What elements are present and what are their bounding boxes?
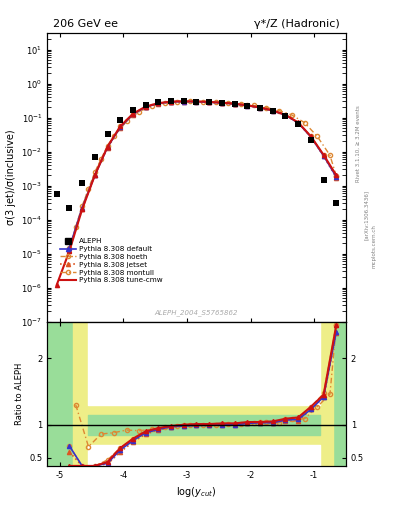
- Point: [206, 98, 212, 106]
- Point: [308, 136, 314, 144]
- Point: [92, 153, 98, 161]
- Text: γ*/Z (Hadronic): γ*/Z (Hadronic): [254, 19, 340, 29]
- Point: [181, 97, 187, 105]
- Point: [244, 102, 250, 110]
- Point: [295, 120, 301, 128]
- Point: [155, 98, 162, 106]
- Text: 206 GeV ee: 206 GeV ee: [53, 19, 118, 29]
- Point: [143, 101, 149, 109]
- Point: [130, 106, 136, 114]
- Point: [320, 176, 327, 184]
- Y-axis label: σ(3 jet)/σ(inclusive): σ(3 jet)/σ(inclusive): [6, 130, 16, 225]
- Text: [arXiv:1306.3436]: [arXiv:1306.3436]: [364, 190, 369, 240]
- Point: [117, 116, 123, 124]
- Point: [193, 97, 200, 105]
- Point: [79, 179, 85, 187]
- Point: [231, 100, 238, 108]
- Legend: ALEPH, Pythia 8.308 default, Pythia 8.308 hoeth, Pythia 8.308 jetset, Pythia 8.3: ALEPH, Pythia 8.308 default, Pythia 8.30…: [60, 238, 163, 284]
- Point: [219, 99, 225, 107]
- Point: [270, 107, 276, 115]
- Point: [105, 130, 111, 138]
- Point: [333, 199, 340, 207]
- Point: [282, 112, 288, 120]
- Text: mcplots.cern.ch: mcplots.cern.ch: [371, 224, 376, 268]
- Text: Rivet 3.1.10, ≥ 3.2M events: Rivet 3.1.10, ≥ 3.2M events: [356, 105, 361, 182]
- Point: [66, 204, 73, 212]
- Point: [53, 190, 60, 199]
- Point: [168, 97, 174, 105]
- Y-axis label: Ratio to ALEPH: Ratio to ALEPH: [15, 362, 24, 425]
- Point: [257, 104, 263, 112]
- Text: ALEPH_2004_S5765862: ALEPH_2004_S5765862: [155, 309, 238, 316]
- X-axis label: $\mathrm{log}(y_{cut})$: $\mathrm{log}(y_{cut})$: [176, 485, 217, 499]
